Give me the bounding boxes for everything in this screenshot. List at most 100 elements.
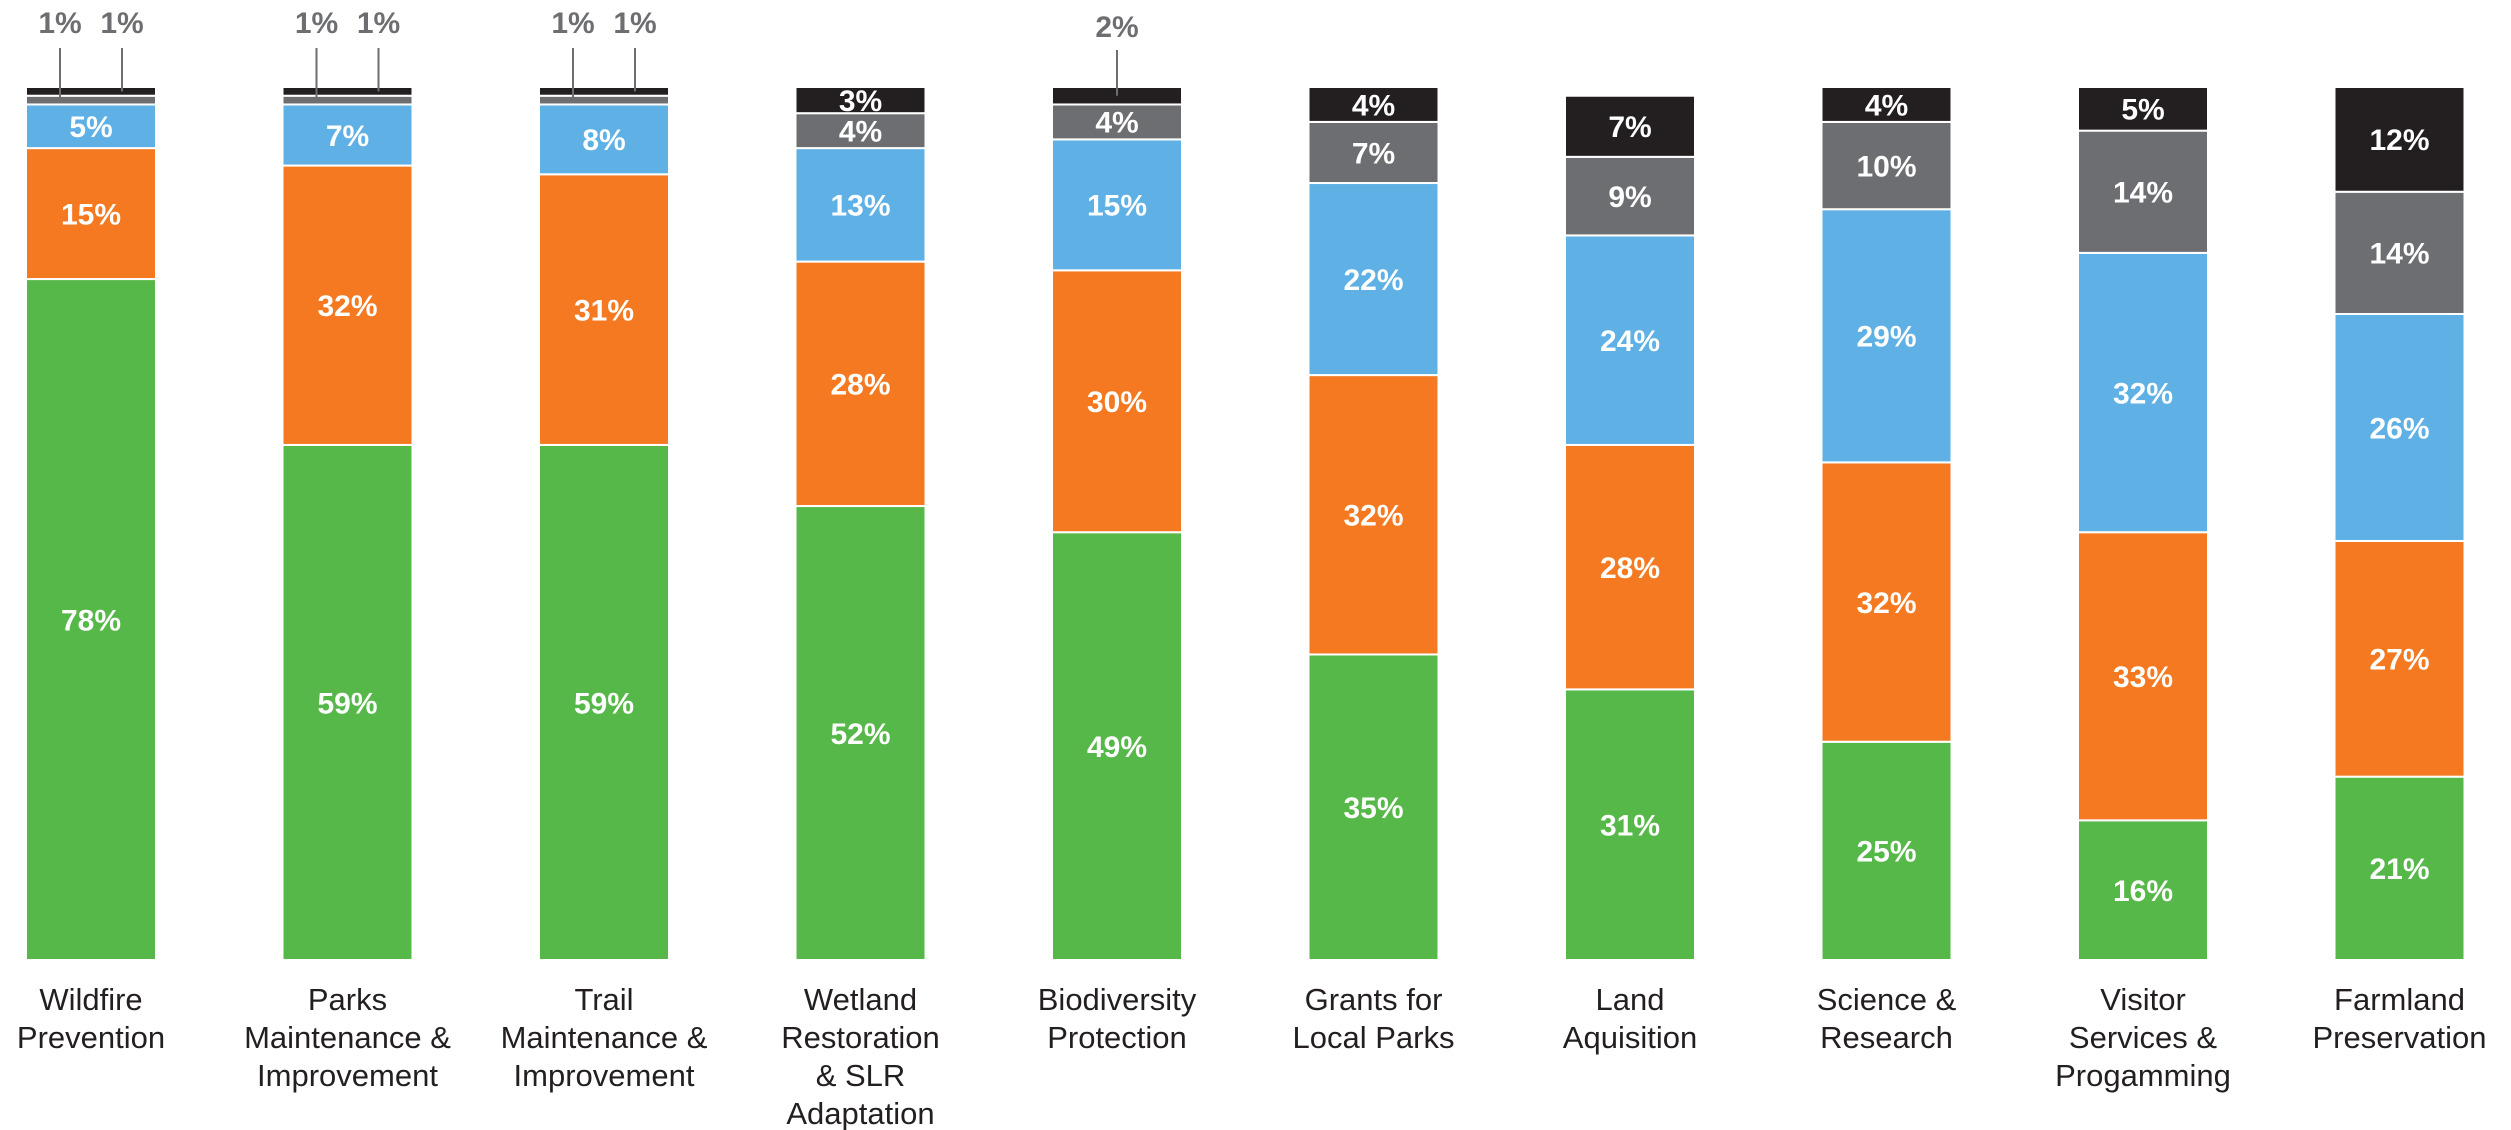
category-label: Protection xyxy=(1047,1020,1187,1055)
category-label: Maintenance & xyxy=(244,1020,451,1055)
category-label: Wetland xyxy=(804,982,917,1017)
bar-segment xyxy=(794,147,927,263)
data-label: 3% xyxy=(839,85,882,118)
bar-segment xyxy=(2077,129,2209,254)
bar-segment xyxy=(1307,374,1440,656)
bar-segment xyxy=(1564,688,1696,961)
category-label: Improvement xyxy=(514,1058,695,1093)
bar-segment xyxy=(538,173,670,446)
bar-segment xyxy=(538,103,670,176)
category-label: Adaptation xyxy=(786,1096,934,1130)
bar-segment xyxy=(1564,443,1696,691)
data-label: 15% xyxy=(61,198,121,231)
data-label: 16% xyxy=(2113,875,2173,908)
data-label: 4% xyxy=(839,115,882,148)
data-label: 10% xyxy=(1856,150,1916,183)
data-label: 4% xyxy=(1095,107,1138,140)
bar-segment xyxy=(1564,94,1696,158)
data-label: 25% xyxy=(1856,836,1916,869)
category-label: Trail xyxy=(574,982,633,1017)
data-label: 31% xyxy=(1600,809,1660,842)
category-label: Preservation xyxy=(2312,1020,2486,1055)
category-label: Science & xyxy=(1817,982,1957,1017)
bar-segment xyxy=(25,86,157,97)
category-label: Biodiversity xyxy=(1038,982,1197,1017)
data-label: 13% xyxy=(830,190,890,223)
bar-segment xyxy=(794,260,927,508)
data-label: 12% xyxy=(2369,124,2429,157)
data-label: 22% xyxy=(1343,264,1403,297)
bar-segment xyxy=(2077,531,2209,822)
bar-segment xyxy=(2077,251,2209,534)
bar-segment xyxy=(1820,208,1953,464)
category-label: Progamming xyxy=(2055,1058,2231,1093)
bar-segment xyxy=(281,443,414,961)
bar-segment xyxy=(2333,539,2466,778)
bar-segment xyxy=(2077,819,2209,961)
data-label: 33% xyxy=(2113,661,2173,694)
data-label: 5% xyxy=(69,111,112,144)
category-label: Prevention xyxy=(17,1020,165,1055)
data-label: 30% xyxy=(1087,386,1147,419)
category-label: Wildfire xyxy=(39,982,142,1017)
bar-segment xyxy=(25,147,157,281)
data-label: 27% xyxy=(2369,644,2429,677)
data-label: 4% xyxy=(1352,89,1395,122)
bar-segment xyxy=(281,86,414,97)
category-label: Aquisition xyxy=(1563,1020,1697,1055)
data-label: 59% xyxy=(317,687,377,720)
data-label: 5% xyxy=(2121,94,2164,127)
bar-segment xyxy=(538,86,670,97)
category-label: Parks xyxy=(308,982,387,1017)
data-label: 52% xyxy=(830,718,890,751)
category-label: Land xyxy=(1596,982,1665,1017)
data-label: 7% xyxy=(326,120,369,153)
bar-segment xyxy=(281,164,414,446)
data-label: 78% xyxy=(61,604,121,637)
data-label: 24% xyxy=(1600,325,1660,358)
category-label: Farmland xyxy=(2334,982,2465,1017)
bar-segment xyxy=(1820,461,1953,743)
bar-segment xyxy=(794,505,927,961)
category-label: Research xyxy=(1820,1020,1953,1055)
bar-segment xyxy=(1820,120,1953,211)
bar-segment xyxy=(1820,740,1953,961)
bar-segment xyxy=(2333,190,2466,315)
bar-segment xyxy=(794,86,927,115)
bar-segment xyxy=(1820,86,1953,123)
data-label: 7% xyxy=(1352,137,1395,170)
data-label: 1% xyxy=(551,7,594,40)
bar-segment xyxy=(2077,86,2209,132)
bar-segment xyxy=(25,278,157,961)
bar-segment xyxy=(1051,138,1183,272)
bar-segment xyxy=(538,443,670,961)
data-label: 1% xyxy=(357,7,400,40)
bar-segment xyxy=(2333,86,2466,193)
data-label: 28% xyxy=(830,369,890,402)
category-label: Restoration xyxy=(781,1020,940,1055)
bar-segment xyxy=(1307,182,1440,377)
data-label: 32% xyxy=(1856,587,1916,620)
data-label: 14% xyxy=(2113,177,2173,210)
data-label: 9% xyxy=(1608,181,1651,214)
bar-segment xyxy=(1564,155,1696,237)
bar-segment xyxy=(1307,86,1440,123)
bar-segment xyxy=(1051,531,1183,961)
bar-segment xyxy=(1564,234,1696,446)
data-label: 49% xyxy=(1087,731,1147,764)
bar-segment xyxy=(25,94,157,106)
category-label: Improvement xyxy=(257,1058,438,1093)
data-label: 59% xyxy=(574,687,634,720)
data-label: 1% xyxy=(613,7,656,40)
bar-segment xyxy=(794,112,927,150)
data-label: 15% xyxy=(1087,190,1147,223)
data-label: 31% xyxy=(574,294,634,327)
bar-segment xyxy=(281,103,414,167)
bar-segment xyxy=(1051,269,1183,534)
data-label: 4% xyxy=(1865,89,1908,122)
data-label: 14% xyxy=(2369,238,2429,271)
category-label: Local Parks xyxy=(1293,1020,1455,1055)
category-label: Services & xyxy=(2069,1020,2217,1055)
category-label: Grants for xyxy=(1305,982,1443,1017)
